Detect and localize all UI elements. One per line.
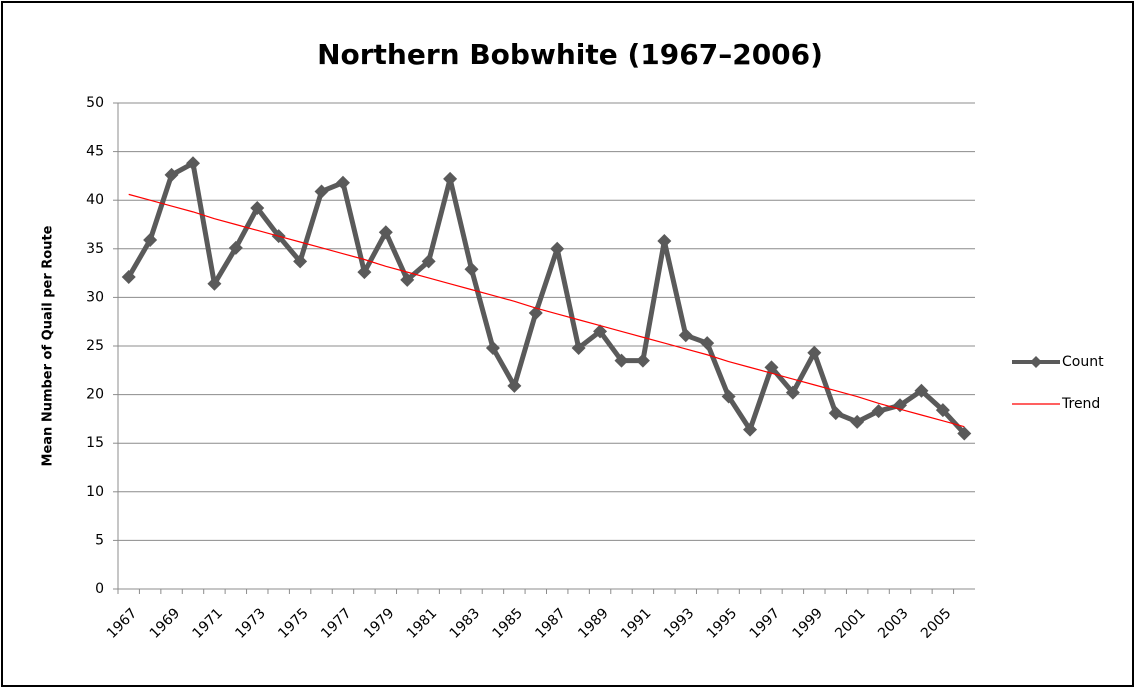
- y-tick-label: 25: [86, 338, 104, 354]
- point-marker: [957, 426, 972, 441]
- point-marker: [721, 389, 736, 404]
- point-marker: [250, 200, 265, 215]
- point-marker: [507, 378, 522, 393]
- y-tick-label: 0: [95, 581, 104, 597]
- point-marker: [850, 414, 865, 429]
- point-marker: [207, 276, 222, 291]
- point-marker: [550, 241, 565, 256]
- chart-title: Northern Bobwhite (1967–2006): [317, 38, 823, 71]
- y-tick-label: 5: [95, 532, 104, 548]
- y-tick-label: 20: [86, 387, 104, 403]
- y-tick-label: 40: [86, 192, 104, 208]
- point-marker: [164, 167, 179, 182]
- point-marker: [421, 254, 436, 269]
- legend-label: Count: [1062, 354, 1104, 370]
- point-marker: [828, 406, 843, 421]
- point-marker: [807, 345, 822, 360]
- point-marker: [314, 184, 329, 199]
- point-marker: [228, 240, 243, 255]
- y-tick-label: 30: [86, 289, 104, 305]
- y-tick-label: 35: [86, 241, 104, 257]
- point-marker: [935, 403, 950, 418]
- point-marker: [785, 385, 800, 400]
- y-axis-title: Mean Number of Quail per Route: [41, 225, 56, 466]
- point-marker: [357, 265, 372, 280]
- legend-label: Trend: [1061, 396, 1100, 412]
- point-marker: [700, 336, 715, 351]
- point-marker: [293, 254, 308, 269]
- point-marker: [335, 175, 350, 190]
- point-marker: [635, 353, 650, 368]
- point-marker: [871, 404, 886, 419]
- point-marker: [764, 360, 779, 375]
- point-marker: [914, 383, 929, 398]
- point-marker: [400, 272, 415, 287]
- point-marker: [143, 233, 158, 248]
- point-marker: [657, 234, 672, 249]
- point-marker: [464, 262, 479, 277]
- point-marker: [678, 328, 693, 343]
- point-marker: [743, 422, 758, 437]
- point-marker: [185, 156, 200, 171]
- series-line: [128, 193, 965, 428]
- point-marker: [121, 269, 136, 284]
- y-tick-label: 50: [86, 95, 104, 111]
- point-marker: [485, 340, 500, 355]
- point-marker: [614, 353, 629, 368]
- point-marker: [571, 340, 586, 355]
- point-marker: [593, 324, 608, 339]
- legend-marker: [1030, 356, 1042, 368]
- point-marker: [378, 225, 393, 240]
- point-marker: [443, 171, 458, 186]
- y-tick-label: 10: [86, 484, 104, 500]
- series-line: [126, 160, 967, 436]
- y-tick-label: 15: [86, 435, 104, 451]
- y-tick-label: 45: [86, 144, 104, 160]
